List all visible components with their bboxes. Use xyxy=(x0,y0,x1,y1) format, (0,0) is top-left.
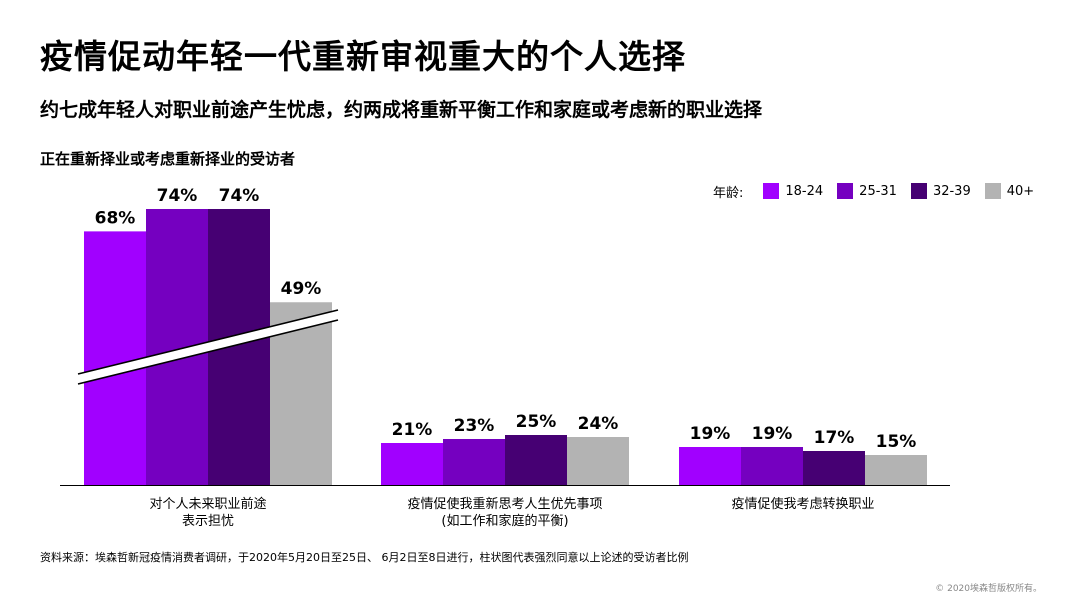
bar-value-label: 24% xyxy=(578,414,619,434)
bar-value-label: 19% xyxy=(690,424,731,444)
bar-25-31-2 xyxy=(741,447,803,485)
bar-value-label: 49% xyxy=(281,279,322,299)
category-label: 疫情促使我考虑转换职业 xyxy=(731,496,874,512)
bar-value-label: 74% xyxy=(219,186,260,206)
axis-break-marker xyxy=(77,309,339,385)
category-label: (如工作和家庭的平衡) xyxy=(441,513,568,529)
bar-40+-1 xyxy=(567,437,629,485)
category-label: 表示担忧 xyxy=(182,514,234,529)
axis-break-gap xyxy=(78,310,338,384)
bar-18-24-1 xyxy=(381,443,443,485)
chart-legend: 年龄: 18-24 25-31 32-39 40+ xyxy=(713,181,1048,201)
legend-item-40-plus: 40+ xyxy=(984,183,1035,199)
legend-title: 年龄: xyxy=(713,185,744,201)
bar-32-39-1 xyxy=(505,435,567,485)
legend-item-25-31: 25-31 xyxy=(837,183,897,199)
bar-32-39-2 xyxy=(803,451,865,485)
legend-swatch xyxy=(910,183,927,199)
bar-value-label: 15% xyxy=(876,432,917,452)
page-title: 疫情促动年轻一代重新审视重大的个人选择 xyxy=(40,37,686,76)
bar-value-label: 17% xyxy=(814,428,855,448)
chart-label: 正在重新择业或考虑重新择业的受访者 xyxy=(40,150,296,168)
bar-value-label: 74% xyxy=(157,186,198,206)
legend-label: 40+ xyxy=(1006,183,1035,199)
legend-item-32-39: 32-39 xyxy=(910,183,971,199)
source-note: 资料来源：埃森哲新冠疫情消费者调研，于2020年5月20日至25日、 6月2日至… xyxy=(40,551,689,564)
page-subtitle: 约七成年轻人对职业前途产生忧虑，约两成将重新平衡工作和家庭或考虑新的职业选择 xyxy=(40,99,763,121)
category-label: 对个人未来职业前途 xyxy=(149,496,266,512)
bar-value-label: 21% xyxy=(392,420,433,440)
bar-25-31-1 xyxy=(443,439,505,485)
bar-value-label: 25% xyxy=(516,412,557,432)
bar-value-label: 23% xyxy=(454,416,495,436)
legend-label: 32-39 xyxy=(932,183,971,199)
axis-break-line xyxy=(77,309,339,375)
category-label: 疫情促使我重新思考人生优先事项 xyxy=(407,496,602,512)
copyright-note: © 2020埃森哲版权所有。 xyxy=(935,584,1042,594)
legend-swatch xyxy=(763,183,780,199)
bar-40+-2 xyxy=(865,455,927,485)
legend-item-18-24: 18-24 xyxy=(763,183,823,199)
bar-18-24-0 xyxy=(84,231,146,485)
legend-swatch xyxy=(984,183,1001,199)
bar-value-label: 19% xyxy=(752,424,793,444)
bar-value-label: 68% xyxy=(95,208,136,228)
legend-label: 25-31 xyxy=(859,183,897,199)
legend-label: 18-24 xyxy=(785,183,824,199)
legend-swatch xyxy=(837,183,854,199)
bar-18-24-2 xyxy=(679,447,741,485)
axis-break-line xyxy=(77,319,339,385)
